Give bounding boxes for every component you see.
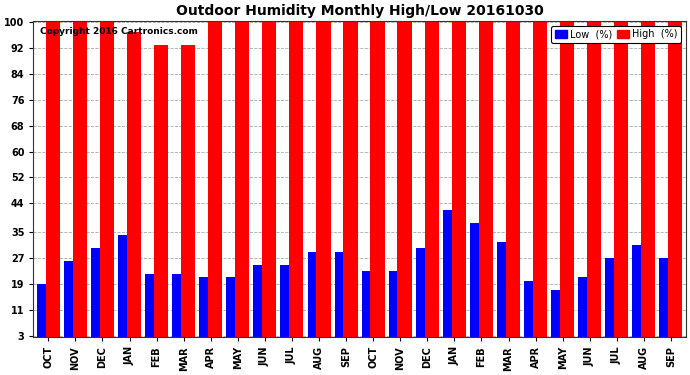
- Bar: [587, 22, 601, 345]
- Bar: [253, 264, 262, 345]
- Bar: [308, 252, 316, 345]
- Bar: [226, 278, 235, 345]
- Bar: [100, 22, 114, 345]
- Bar: [551, 290, 560, 345]
- Bar: [72, 22, 87, 345]
- Bar: [289, 22, 304, 345]
- Bar: [605, 258, 614, 345]
- Bar: [452, 22, 466, 345]
- Bar: [524, 280, 533, 345]
- Bar: [479, 22, 493, 345]
- Bar: [416, 248, 424, 345]
- Bar: [199, 278, 208, 345]
- Bar: [235, 22, 249, 345]
- Bar: [506, 22, 520, 345]
- Text: Copyright 2016 Cartronics.com: Copyright 2016 Cartronics.com: [40, 27, 198, 36]
- Bar: [424, 22, 439, 345]
- Title: Outdoor Humidity Monthly High/Low 20161030: Outdoor Humidity Monthly High/Low 201610…: [176, 4, 544, 18]
- Bar: [632, 245, 641, 345]
- Bar: [660, 258, 668, 345]
- Bar: [37, 284, 46, 345]
- Bar: [154, 45, 168, 345]
- Bar: [668, 22, 682, 345]
- Bar: [560, 22, 574, 345]
- Bar: [344, 22, 357, 345]
- Bar: [388, 271, 397, 345]
- Bar: [91, 248, 100, 345]
- Bar: [578, 278, 587, 345]
- Bar: [371, 22, 385, 345]
- Bar: [533, 22, 547, 345]
- Bar: [641, 22, 655, 345]
- Bar: [470, 222, 479, 345]
- Bar: [316, 22, 331, 345]
- Bar: [397, 22, 412, 345]
- Bar: [362, 271, 371, 345]
- Legend: Low  (%), High  (%): Low (%), High (%): [551, 26, 681, 44]
- Bar: [335, 252, 344, 345]
- Bar: [497, 242, 506, 345]
- Bar: [181, 45, 195, 345]
- Bar: [64, 261, 72, 345]
- Bar: [614, 22, 629, 345]
- Bar: [145, 274, 154, 345]
- Bar: [443, 210, 452, 345]
- Bar: [46, 22, 60, 345]
- Bar: [262, 22, 277, 345]
- Bar: [208, 22, 222, 345]
- Bar: [118, 236, 127, 345]
- Bar: [172, 274, 181, 345]
- Bar: [127, 32, 141, 345]
- Bar: [280, 264, 289, 345]
